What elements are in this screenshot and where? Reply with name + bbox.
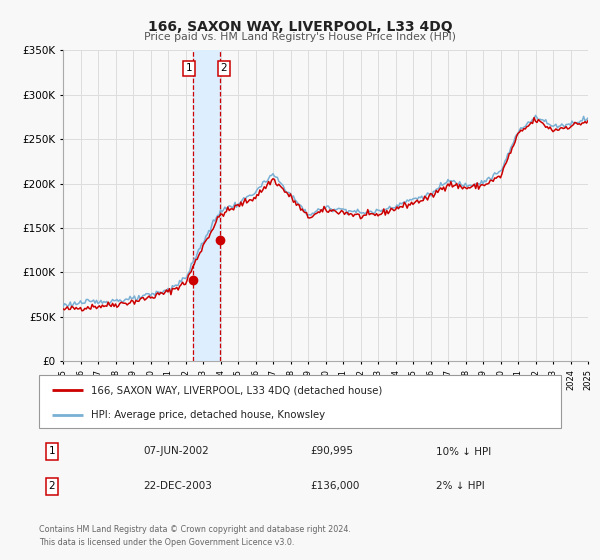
Text: Price paid vs. HM Land Registry's House Price Index (HPI): Price paid vs. HM Land Registry's House … xyxy=(144,32,456,43)
Text: £136,000: £136,000 xyxy=(310,482,360,492)
Text: £90,995: £90,995 xyxy=(310,446,353,456)
Text: 2% ↓ HPI: 2% ↓ HPI xyxy=(436,482,484,492)
Text: 07-JUN-2002: 07-JUN-2002 xyxy=(143,446,209,456)
Bar xyxy=(193,50,220,361)
Text: 1: 1 xyxy=(49,446,55,456)
FancyBboxPatch shape xyxy=(39,375,561,428)
Text: 10% ↓ HPI: 10% ↓ HPI xyxy=(436,446,491,456)
Text: 22-DEC-2003: 22-DEC-2003 xyxy=(143,482,212,492)
Text: 2: 2 xyxy=(221,63,227,73)
Text: 2: 2 xyxy=(49,482,55,492)
Text: 166, SAXON WAY, LIVERPOOL, L33 4DQ: 166, SAXON WAY, LIVERPOOL, L33 4DQ xyxy=(148,20,452,34)
Text: 166, SAXON WAY, LIVERPOOL, L33 4DQ (detached house): 166, SAXON WAY, LIVERPOOL, L33 4DQ (deta… xyxy=(91,385,383,395)
Text: Contains HM Land Registry data © Crown copyright and database right 2024.: Contains HM Land Registry data © Crown c… xyxy=(39,525,351,534)
Text: HPI: Average price, detached house, Knowsley: HPI: Average price, detached house, Know… xyxy=(91,409,325,419)
Text: This data is licensed under the Open Government Licence v3.0.: This data is licensed under the Open Gov… xyxy=(39,538,295,547)
Text: 1: 1 xyxy=(186,63,193,73)
